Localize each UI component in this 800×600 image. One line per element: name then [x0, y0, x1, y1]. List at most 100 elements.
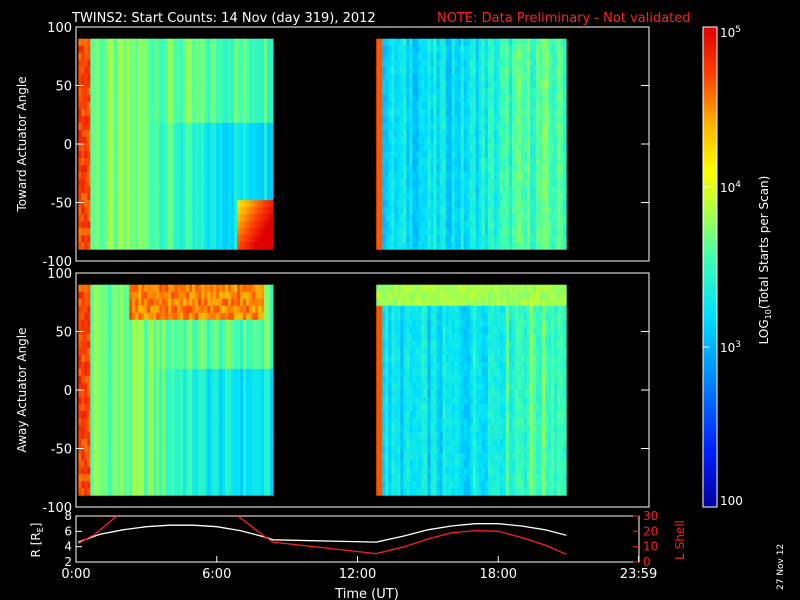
heatmap-cell — [487, 214, 492, 222]
heatmap-cell — [240, 200, 244, 208]
heatmap-cell — [249, 151, 253, 159]
heatmap-cell — [165, 411, 169, 419]
heatmap-cell — [156, 221, 160, 229]
heatmap-cell — [554, 80, 558, 89]
heatmap-cell — [394, 136, 398, 145]
heatmap-cell — [382, 165, 386, 173]
heatmap-cell — [270, 242, 274, 250]
heatmap-cell — [394, 200, 398, 208]
heatmap-cell — [376, 80, 380, 89]
heatmap-cell — [189, 38, 193, 47]
heatmap-cell — [102, 200, 106, 208]
heatmap-cell — [560, 158, 564, 166]
heatmap-cell — [394, 214, 398, 222]
heatmap-cell — [114, 425, 118, 433]
heatmap-cell — [186, 38, 190, 47]
heatmap-cell — [421, 214, 425, 222]
heatmap-cell — [551, 115, 555, 124]
heatmap-cell — [138, 340, 142, 349]
heatmap-cell — [174, 129, 178, 138]
heatmap-cell — [114, 193, 118, 201]
heatmap-cell — [141, 179, 145, 187]
heatmap-cell — [388, 136, 392, 145]
heatmap-cell — [105, 158, 109, 166]
heatmap-cell — [111, 375, 115, 384]
heatmap-cell — [111, 52, 115, 61]
heatmap-cell — [111, 122, 115, 131]
heatmap-cell — [539, 186, 543, 194]
heatmap-cell — [527, 144, 531, 152]
heatmap-cell — [144, 446, 148, 454]
heatmap-cell — [144, 186, 148, 194]
heatmap-cell — [165, 129, 169, 138]
heatmap-cell — [518, 207, 522, 215]
heatmap-cell — [120, 228, 124, 236]
heatmap-cell — [478, 235, 483, 243]
heatmap-cell — [403, 66, 407, 75]
heatmap-cell — [132, 242, 136, 250]
heatmap-cell — [524, 193, 528, 201]
heatmap-cell — [539, 179, 543, 187]
heatmap-cell — [388, 87, 392, 96]
heatmap-cell — [171, 122, 175, 131]
heatmap-cell — [150, 115, 154, 124]
heatmap-cell — [99, 115, 103, 124]
heatmap-cell — [144, 151, 148, 159]
heatmap-cell — [261, 214, 265, 222]
heatmap-cell — [400, 235, 404, 243]
heatmap-cell — [542, 66, 546, 75]
heatmap-cell — [472, 144, 477, 152]
heatmap-cell — [87, 382, 91, 391]
heatmap-cell — [252, 242, 256, 250]
heatmap-cell — [267, 242, 271, 250]
heatmap-cell — [430, 73, 434, 82]
heatmap-cell — [168, 432, 172, 440]
heatmap-cell — [168, 52, 172, 61]
heatmap-cell — [521, 228, 525, 236]
heatmap-cell — [132, 347, 136, 356]
heatmap-cell — [105, 305, 109, 314]
heatmap-cell — [168, 228, 172, 236]
heatmap-cell — [198, 115, 202, 124]
heatmap-cell — [451, 45, 456, 54]
heatmap-cell — [388, 73, 392, 82]
heatmap-cell — [388, 151, 392, 159]
heatmap-cell — [174, 242, 178, 250]
heatmap-cell — [460, 235, 465, 243]
heatmap-cell — [448, 129, 453, 138]
heatmap-cell — [180, 439, 184, 447]
heatmap-cell — [545, 94, 549, 103]
heatmap-cell — [433, 122, 437, 131]
heatmap-cell — [189, 354, 193, 363]
heatmap-cell — [557, 235, 561, 243]
heatmap-cell — [527, 136, 531, 145]
heatmap-cell — [478, 115, 483, 124]
heatmap-cell — [93, 418, 97, 426]
heatmap-cell — [267, 151, 271, 159]
heatmap-cell — [379, 214, 383, 222]
heatmap-cell — [530, 158, 534, 166]
heatmap-cell — [225, 228, 229, 236]
heatmap-cell — [156, 460, 160, 468]
heatmap-cell — [123, 390, 127, 398]
heatmap-cell — [421, 136, 425, 145]
heatmap-cell — [548, 235, 552, 243]
heatmap-cell — [123, 193, 127, 201]
heatmap-cell — [563, 52, 567, 61]
heatmap-cell — [150, 73, 154, 82]
heatmap-cell — [533, 144, 537, 152]
heatmap-cell — [132, 221, 136, 229]
heatmap-cell — [165, 165, 169, 173]
heatmap-cell — [177, 439, 181, 447]
heatmap-cell — [403, 165, 407, 173]
heatmap-cell — [539, 221, 543, 229]
heatmap-cell — [436, 193, 441, 201]
heatmap-cell — [505, 52, 510, 61]
heatmap-cell — [153, 439, 157, 447]
heatmap-cell — [496, 73, 501, 82]
heatmap-cell — [207, 87, 211, 96]
heatmap-cell — [114, 52, 118, 61]
heatmap-cell — [502, 151, 507, 159]
heatmap-cell — [445, 129, 450, 138]
heatmap-cell — [168, 200, 172, 208]
